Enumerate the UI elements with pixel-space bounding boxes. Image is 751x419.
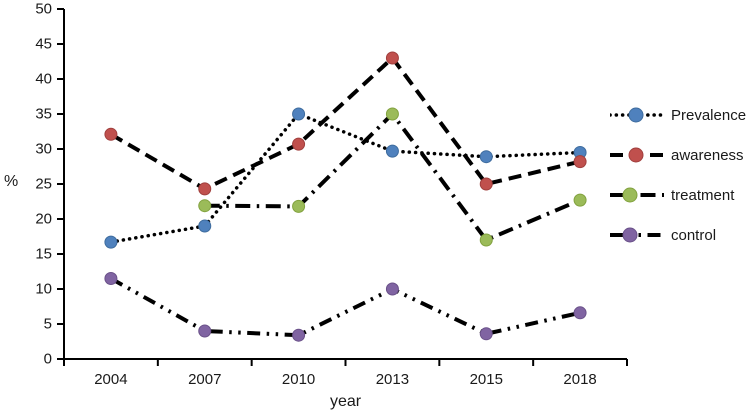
x-tick-label: 2004 [94, 371, 127, 388]
marker-awareness-2007 [198, 182, 212, 196]
y-tick-label: 0 [44, 351, 52, 368]
marker-prevalence-2007 [198, 219, 212, 233]
x-axis-title: year [329, 393, 362, 410]
legend-item-awareness: awareness [610, 135, 746, 175]
marker-prevalence-2015 [479, 150, 493, 164]
marker-awareness-2015 [479, 177, 493, 191]
legend-label-prevalence: Prevalence [671, 106, 747, 124]
x-tick-label: 2007 [188, 371, 221, 388]
marker-awareness-2004 [104, 127, 118, 141]
y-tick-label: 10 [35, 281, 52, 298]
legend-label-control: control [671, 226, 717, 244]
marker-treatment-2015 [479, 233, 493, 247]
marker-awareness-2010 [292, 137, 306, 151]
legend-swatch-awareness-icon [610, 147, 664, 163]
marker-control-2015 [479, 327, 493, 341]
legend-item-treatment: treatment [610, 175, 746, 215]
marker-treatment-2010 [292, 199, 306, 213]
marker-prevalence-2010 [292, 107, 306, 121]
y-tick-label: 35 [35, 106, 52, 123]
x-tick-label: 2010 [282, 371, 315, 388]
legend-label-treatment: treatment [671, 186, 735, 204]
y-tick-label: 20 [35, 211, 52, 228]
y-tick-label: 5 [44, 316, 52, 333]
series-line-prevalence [109, 111, 582, 244]
y-tick-label: 40 [35, 71, 52, 88]
legend-swatch-treatment-icon [610, 187, 664, 203]
y-tick-label: 15 [35, 246, 52, 263]
y-tick-label: 50 [35, 1, 52, 18]
y-axis-title: % [4, 173, 19, 190]
marker-prevalence-2013 [385, 144, 399, 158]
x-tick-label: 2015 [470, 371, 503, 388]
marker-control-2004 [104, 272, 118, 285]
legend-swatch-control-icon [610, 227, 664, 243]
y-tick-label: 30 [35, 141, 52, 158]
marker-control-2010 [292, 328, 306, 342]
x-tick-label: 2013 [376, 371, 409, 388]
marker-treatment-2013 [385, 107, 399, 121]
marker-awareness-2013 [385, 51, 399, 65]
legend: Prevalence awareness treatment control [610, 95, 746, 255]
legend-item-control: control [610, 215, 746, 255]
series-line-control [109, 276, 581, 338]
marker-awareness-2018 [573, 155, 587, 169]
marker-control-2018 [573, 306, 587, 320]
series-line-treatment [204, 110, 581, 243]
marker-prevalence-2004 [104, 235, 118, 249]
legend-label-awareness: awareness [671, 146, 744, 164]
marker-treatment-2007 [198, 199, 212, 213]
x-tick-label: 2018 [563, 371, 596, 388]
legend-item-prevalence: Prevalence [610, 95, 746, 135]
marker-treatment-2018 [573, 193, 587, 207]
marker-control-2013 [385, 282, 399, 296]
series-line-awareness [109, 55, 581, 192]
y-tick-label: 25 [35, 176, 52, 193]
legend-swatch-prevalence-icon [610, 107, 664, 123]
y-tick-label: 45 [35, 36, 52, 53]
marker-control-2007 [198, 324, 212, 338]
